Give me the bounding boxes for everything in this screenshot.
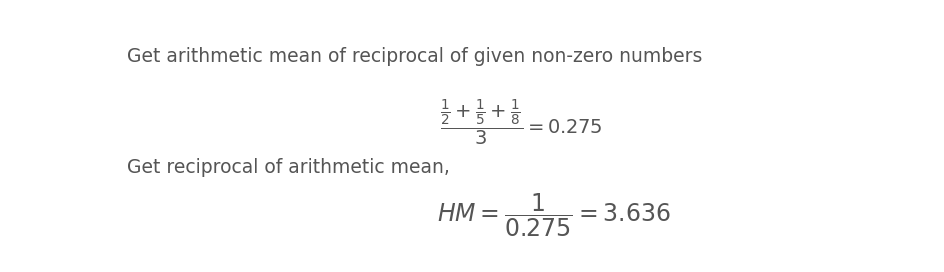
Text: Get reciprocal of arithmetic mean,: Get reciprocal of arithmetic mean, xyxy=(126,158,449,177)
Text: $\dfrac{\frac{1}{2}+\frac{1}{5}+\frac{1}{8}}{3} = 0.275$: $\dfrac{\frac{1}{2}+\frac{1}{5}+\frac{1}… xyxy=(440,98,602,148)
Text: $\mathit{HM} = \dfrac{1}{0.275} = 3.636$: $\mathit{HM} = \dfrac{1}{0.275} = 3.636$ xyxy=(436,191,669,239)
Text: Get arithmetic mean of reciprocal of given non-zero numbers: Get arithmetic mean of reciprocal of giv… xyxy=(126,47,701,66)
